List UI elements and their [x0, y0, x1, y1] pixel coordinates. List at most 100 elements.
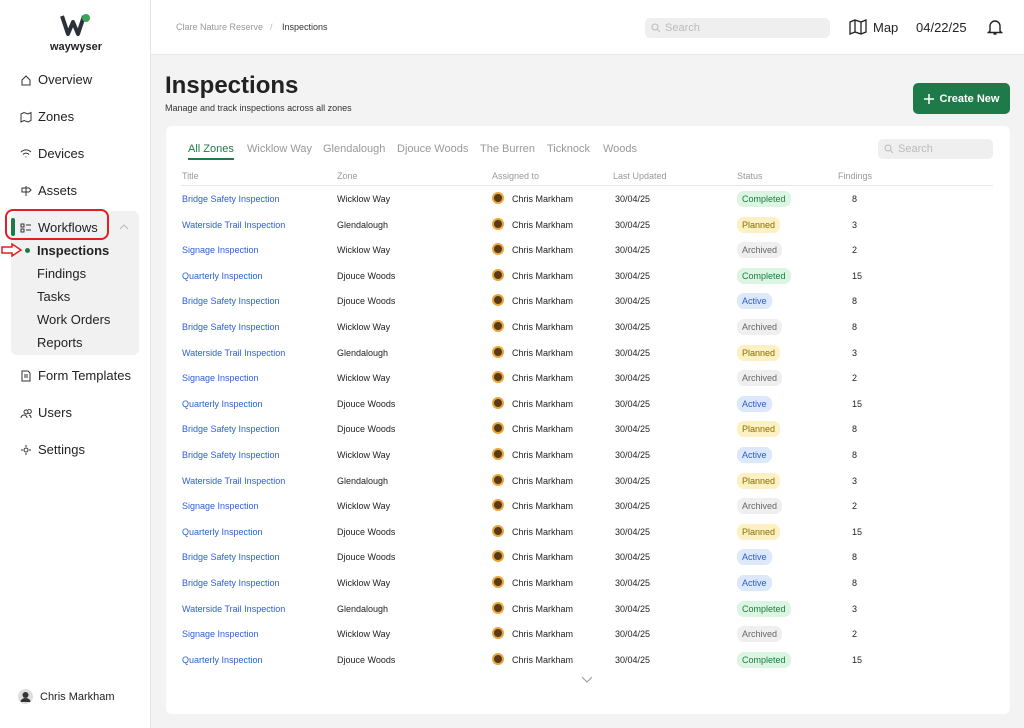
column-header[interactable]: Last Updated — [613, 171, 667, 181]
table-search[interactable]: Search — [878, 139, 993, 159]
inspection-title[interactable]: Quarterly Inspection — [182, 654, 263, 665]
zone-tab[interactable]: The Burren — [480, 143, 536, 155]
assignee-avatar — [492, 243, 504, 256]
inspection-title[interactable]: Waterside Trail Inspection — [182, 603, 286, 614]
logo[interactable]: waywyser — [48, 12, 104, 53]
status-badge: Active — [737, 549, 772, 566]
inspection-title[interactable]: Bridge Safety Inspection — [182, 424, 280, 435]
zone-tab[interactable]: Djouce Woods — [397, 143, 469, 155]
last-updated: 30/04/25 — [615, 450, 651, 460]
inspection-title[interactable]: Signage Inspection — [182, 501, 259, 512]
page-subtitle: Manage and track inspections across all … — [165, 103, 352, 113]
active-indicator — [11, 218, 15, 236]
inspection-title[interactable]: Waterside Trail Inspection — [182, 347, 286, 358]
zone-tab[interactable]: Woods — [603, 143, 638, 155]
nav-item[interactable]: Overview — [20, 72, 92, 87]
icon — [21, 74, 31, 85]
subnav-item[interactable]: Tasks — [37, 289, 71, 304]
inspection-title[interactable]: Bridge Safety Inspection — [182, 322, 280, 332]
findings-count: 8 — [852, 450, 858, 460]
zone: Djouce Woods — [337, 654, 396, 665]
nav-item[interactable]: Settings — [20, 442, 85, 457]
status-badge: Planned — [737, 472, 781, 489]
nav-item[interactable]: Users — [20, 405, 72, 420]
inspection-title[interactable]: Quarterly Inspection — [182, 270, 263, 281]
icon — [20, 223, 31, 232]
status-badge: Active — [737, 293, 772, 310]
column-header[interactable]: Status — [737, 171, 763, 181]
findings-count: 15 — [852, 526, 863, 537]
icon — [20, 148, 32, 157]
nav-item[interactable]: Assets — [20, 183, 77, 198]
nav-label: Form Templates — [38, 368, 131, 383]
inspection-title[interactable]: Quarterly Inspection — [182, 526, 263, 537]
zone: Glendalough — [337, 347, 389, 358]
create-button[interactable]: Create New — [913, 83, 1010, 114]
inspection-title[interactable]: Bridge Safety Inspection — [182, 450, 280, 460]
last-updated: 30/04/25 — [615, 322, 651, 332]
column-header[interactable]: Title — [182, 171, 199, 181]
scroll-more-icon[interactable] — [581, 676, 593, 684]
inspections-card: Search All Zones Wicklow Way Glendalough Dj… — [166, 126, 1010, 714]
icon — [20, 111, 32, 123]
nav-item[interactable]: Devices — [20, 146, 84, 161]
column-header[interactable]: Findings — [838, 171, 873, 181]
user[interactable]: Chris Markham — [18, 689, 115, 704]
search-placeholder: Search — [898, 143, 933, 155]
last-updated: 30/04/25 — [615, 347, 651, 358]
inspection-title[interactable]: Quarterly Inspection — [182, 398, 263, 409]
breadcrumb[interactable]: Clare Nature Reserve — [176, 22, 264, 32]
assignee: Chris Markham — [512, 398, 574, 409]
zone-tab[interactable]: Ticknock — [547, 143, 590, 155]
assignee-avatar — [492, 192, 504, 204]
assignee: Chris Markham — [512, 373, 574, 384]
subnav-item[interactable]: Reports — [37, 335, 83, 350]
status-badge: Archived — [737, 626, 783, 643]
inspection-title[interactable]: Signage Inspection — [182, 373, 259, 384]
search-input[interactable]: Search — [645, 18, 830, 38]
column-header[interactable]: Assigned to — [492, 171, 540, 181]
subnav-item[interactable]: Inspections — [37, 243, 110, 258]
assignee-avatar — [492, 371, 504, 384]
findings-count: 3 — [852, 219, 858, 230]
assignee: Chris Markham — [512, 322, 574, 332]
zone: Wicklow Way — [337, 578, 391, 588]
inspection-title[interactable]: Signage Inspection — [182, 629, 259, 640]
map-button[interactable]: Map — [849, 19, 898, 35]
inspection-title[interactable]: Bridge Safety Inspection — [182, 578, 280, 588]
nav-item[interactable]: Zones — [20, 109, 74, 124]
assignee: Chris Markham — [512, 501, 574, 512]
notifications-icon[interactable] — [987, 18, 1003, 36]
zone-tab[interactable]: Glendalough — [323, 143, 386, 155]
collapse-icon[interactable] — [119, 223, 129, 231]
zone-tab[interactable]: All Zones — [188, 143, 234, 160]
findings-count: 2 — [852, 501, 858, 512]
assignee: Chris Markham — [512, 629, 574, 640]
assignee-avatar — [492, 320, 504, 332]
inspection-title[interactable]: Waterside Trail Inspection — [182, 475, 286, 486]
inspection-title[interactable]: Bridge Safety Inspection — [182, 552, 280, 563]
sidebar: waywyser Workflows Chris Markham Overvie… — [0, 0, 151, 728]
status-badge: Planned — [737, 421, 781, 438]
column-header[interactable]: Zone — [337, 171, 358, 181]
user-avatar — [18, 689, 33, 704]
status-badge: Completed — [737, 600, 791, 617]
status-badge: Completed — [737, 267, 791, 284]
assignee: Chris Markham — [512, 654, 574, 665]
subnav-item[interactable]: Work Orders — [37, 312, 111, 327]
nav-item[interactable]: Workflows — [20, 220, 98, 235]
inspection-title[interactable]: Signage Inspection — [182, 245, 259, 256]
nav-label: Devices — [38, 146, 85, 161]
inspection-title[interactable]: Bridge Safety Inspection — [182, 194, 280, 204]
subnav-item[interactable]: Findings — [37, 266, 87, 281]
logo-mark — [60, 14, 90, 36]
nav-label: Zones — [38, 109, 75, 124]
nav-item[interactable]: Form Templates — [20, 368, 131, 383]
inspection-title[interactable]: Bridge Safety Inspection — [182, 296, 280, 307]
inspection-title[interactable]: Waterside Trail Inspection — [182, 219, 286, 230]
search-icon — [651, 23, 661, 33]
last-updated: 30/04/25 — [615, 245, 651, 256]
last-updated: 30/04/25 — [615, 475, 651, 486]
zone-tab[interactable]: Wicklow Way — [247, 143, 312, 155]
